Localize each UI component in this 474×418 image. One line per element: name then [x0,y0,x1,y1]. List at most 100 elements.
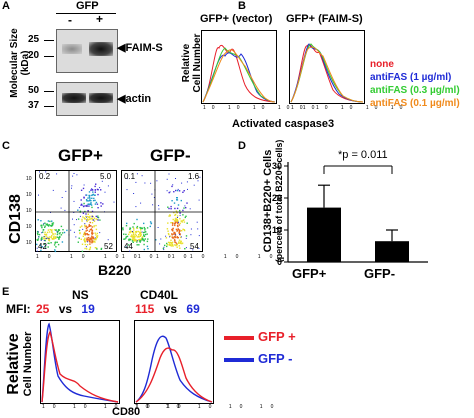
event-dot [89,237,92,240]
event-dot [171,243,173,246]
event-dot [42,231,44,233]
event-dot [52,233,55,235]
event-dot [84,243,86,246]
histogram-vector-antifas-01 [202,49,276,103]
event-dot [99,232,101,234]
event-dot [152,204,154,206]
event-dot [176,197,178,199]
event-dot [190,228,192,230]
event-dot [91,242,93,244]
event-dot [77,218,80,220]
event-dot [57,243,60,246]
event-dot [176,199,179,201]
event-dot [88,205,90,207]
event-dot [168,215,170,217]
event-dot [185,237,187,239]
panel-label-e: E [2,286,10,298]
event-dot [87,241,89,243]
event-dot [185,247,187,249]
event-dot [47,237,49,240]
event-dot [176,221,179,224]
event-dot [136,227,139,229]
event-dot [86,248,88,250]
event-dot [90,200,92,202]
event-dot [90,204,93,206]
event-dot [144,182,146,184]
event-dot [47,224,49,226]
event-dot [55,237,57,239]
event-dot [89,215,91,218]
event-dot [177,225,179,228]
quad-pos-ll: 42 [38,242,47,251]
event-dot [183,190,185,192]
event-dot [89,238,91,241]
event-dot [58,236,60,239]
event-dot [41,246,44,248]
event-dot [94,185,96,188]
event-dot [162,247,165,250]
mfi-ns-blue: 19 [81,302,95,316]
event-dot [183,207,185,209]
event-dot [176,220,178,223]
event-dot [96,235,98,238]
event-dot [175,244,177,247]
panel-c-yticks: 10 10 10 10 10 [26,176,32,246]
event-dot [136,241,138,243]
event-dot [54,250,57,253]
event-dot [167,241,170,244]
event-dot [53,229,56,231]
panel-e-xticks-right: 10 10 10 10 10 [136,404,282,410]
event-dot [179,222,181,225]
event-dot [44,222,46,224]
event-dot [84,232,86,234]
event-dot [107,185,109,187]
event-dot [174,239,176,242]
event-dot [91,206,93,209]
event-dot [84,226,86,228]
event-dot [92,215,94,218]
event-dot [168,242,171,244]
quad-pos-ur: 5.0 [100,172,112,181]
event-dot [107,239,109,241]
quad-neg-ll: 44 [124,242,133,251]
event-dot [132,226,134,228]
event-dot [97,219,99,221]
event-dot [177,217,178,218]
event-dot [92,219,95,221]
event-dot [54,233,56,235]
event-dot [133,229,135,231]
event-dot [134,233,137,235]
event-dot [80,203,83,205]
event-dot [141,236,144,238]
event-dot [44,238,46,240]
event-dot [178,221,179,223]
event-dot [101,180,103,182]
event-dot [91,241,94,243]
event-dot [100,248,102,250]
event-dot [151,193,153,195]
event-dot [93,220,96,222]
event-dot [174,214,176,216]
event-dot [90,225,92,227]
event-dot [50,242,52,244]
event-dot [176,207,179,210]
event-dot [96,218,98,221]
event-dot [163,249,165,251]
event-dot [125,233,127,236]
event-dot [140,234,142,236]
event-dot [95,224,97,227]
event-dot [48,224,51,226]
event-dot [181,242,183,245]
event-dot [56,173,58,175]
event-dot [90,202,92,204]
event-dot [129,239,132,241]
event-dot [75,236,77,238]
event-dot [147,238,149,240]
event-dot [100,247,103,250]
event-dot [41,226,43,229]
event-dot [174,232,176,235]
arrow-left-icon: ◀ [117,93,126,105]
event-dot [43,236,45,238]
histogram-ns [40,320,120,404]
event-dot [178,229,181,231]
